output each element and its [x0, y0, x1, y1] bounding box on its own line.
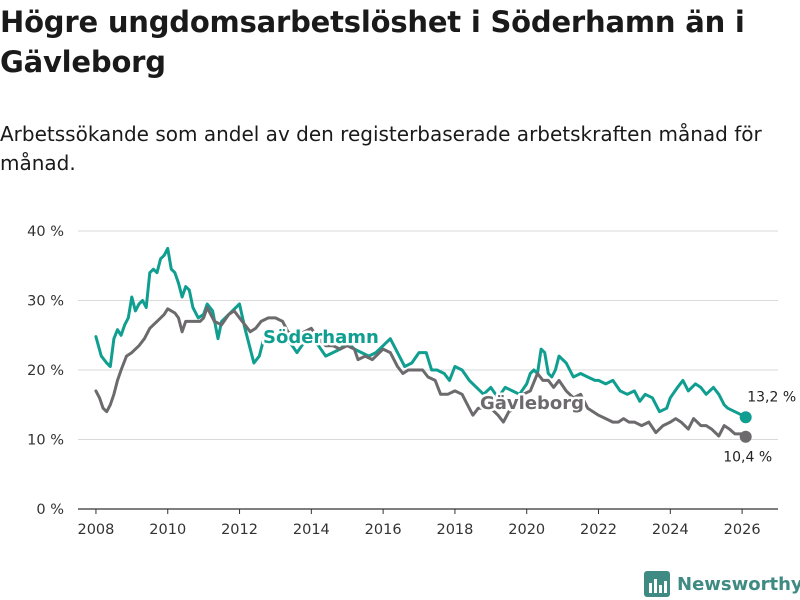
x-tick-label: 2012: [221, 522, 258, 538]
y-tick-label: 20 %: [27, 363, 64, 379]
brand-name: Newsworthy: [677, 573, 800, 595]
x-tick-label: 2014: [293, 522, 330, 538]
x-tick-label: 2018: [436, 522, 473, 538]
series-label-gavleborg: Gävleborg: [480, 393, 584, 414]
y-tick-label: 0 %: [36, 502, 64, 518]
series-line-soderhamn: [94, 246, 748, 419]
end-point-soderhamn: [739, 411, 752, 424]
end-point-gavleborg: [739, 430, 752, 443]
page-title: Högre ungdomsarbetslöshet i Söderhamn än…: [0, 5, 745, 79]
y-tick-label: 10 %: [27, 433, 64, 449]
series-lines: [94, 246, 752, 443]
x-tick-label: 2024: [652, 522, 689, 538]
x-tick-label: 2020: [508, 522, 545, 538]
x-tick-label: 2016: [365, 522, 402, 538]
series-labels: Söderhamn Gävleborg 13,2 % 10,4 %: [261, 325, 797, 466]
series-label-soderhamn: Söderhamn: [263, 327, 379, 348]
x-axis-ticks: 2008 2010 2012 2014 2016 2018 2020 2022 2024 2026: [77, 509, 761, 538]
x-tick-label: 2026: [724, 522, 761, 538]
end-value-label-soderhamn: 13,2 %: [747, 389, 796, 405]
x-tick-label: 2022: [580, 522, 617, 538]
y-tick-label: 40 %: [27, 224, 64, 240]
x-tick-label: 2010: [149, 522, 186, 538]
gridlines: [78, 230, 778, 440]
y-axis-ticks: 0 % 10 % 20 % 30 % 40 %: [27, 224, 64, 518]
chart-subtitle: Arbetssökande som andel av den registerb…: [0, 122, 762, 175]
bar-chart-logo-icon: [644, 571, 670, 597]
y-tick-label: 30 %: [27, 294, 64, 310]
series-line-gavleborg: [94, 306, 748, 439]
end-value-label-gavleborg: 10,4 %: [723, 450, 772, 466]
x-tick-label: 2008: [77, 522, 114, 538]
brand-logo: Newsworthy: [643, 569, 800, 599]
